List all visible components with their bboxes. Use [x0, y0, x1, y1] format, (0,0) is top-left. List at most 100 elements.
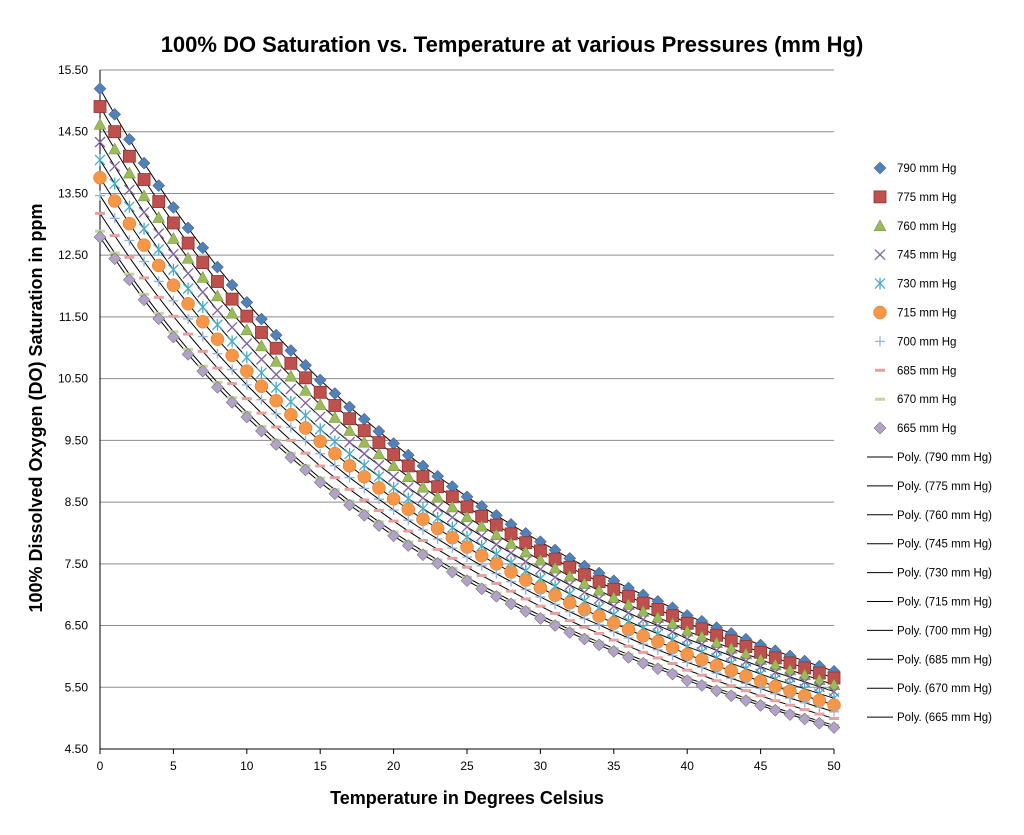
data-point-745 — [667, 626, 678, 638]
series-685-markers — [95, 211, 839, 721]
data-point-665 — [313, 475, 327, 489]
y-tick-label: 7.50 — [65, 557, 89, 571]
data-point-790 — [152, 179, 166, 192]
data-point-745 — [153, 228, 165, 239]
data-point-665 — [372, 519, 386, 532]
data-point-790 — [108, 108, 122, 121]
data-point-760 — [666, 617, 679, 629]
data-point-745 — [373, 459, 385, 471]
legend-marker-730 — [874, 277, 886, 290]
data-point-715 — [284, 407, 298, 422]
data-point-730 — [211, 318, 223, 331]
data-point-700 — [784, 693, 795, 704]
data-point-745 — [329, 424, 341, 436]
data-point-715 — [372, 481, 386, 495]
data-point-745 — [549, 571, 561, 583]
data-point-760 — [754, 652, 768, 665]
data-point-665 — [622, 650, 635, 664]
series-700-markers — [95, 190, 839, 717]
data-point-665 — [225, 396, 239, 409]
data-point-745 — [402, 482, 414, 494]
legend-trendline-label: Poly. (665 mm Hg) — [897, 712, 992, 724]
data-point-790 — [240, 296, 254, 309]
data-point-745 — [314, 411, 326, 423]
data-point-700 — [256, 394, 267, 405]
data-point-665 — [812, 716, 826, 730]
data-point-665 — [255, 424, 268, 438]
data-point-665 — [387, 529, 400, 543]
data-point-775 — [328, 399, 342, 412]
data-point-775 — [255, 326, 268, 339]
x-axis-title: Temperature in Degrees Celsius — [330, 788, 604, 808]
legend-marker-745 — [874, 249, 886, 261]
data-point-730 — [358, 459, 370, 472]
data-point-700 — [462, 552, 472, 563]
data-point-790 — [284, 344, 298, 357]
data-point-665 — [181, 347, 195, 361]
data-point-760 — [533, 553, 547, 566]
data-point-715 — [445, 531, 460, 545]
data-point-760 — [739, 647, 753, 660]
legend-marker-715 — [873, 305, 887, 320]
legend-label-665: 665 mm Hg — [897, 423, 956, 435]
data-point-715 — [430, 521, 445, 536]
series-715-markers — [93, 171, 841, 712]
data-point-715 — [166, 278, 181, 292]
data-point-760 — [710, 636, 723, 649]
data-point-730 — [314, 423, 326, 436]
data-point-745 — [652, 620, 664, 632]
y-tick-label: 8.50 — [65, 495, 89, 509]
data-point-760 — [827, 678, 841, 691]
data-point-665 — [108, 252, 122, 266]
data-point-700 — [755, 683, 766, 694]
data-point-665 — [240, 410, 254, 424]
legend-trendline-label: Poly. (745 mm Hg) — [897, 539, 992, 551]
data-point-790 — [196, 241, 210, 255]
data-point-760 — [255, 339, 268, 352]
data-point-760 — [812, 673, 826, 686]
legend-label-745: 745 mm Hg — [897, 250, 956, 262]
data-point-760 — [798, 668, 812, 681]
data-point-700 — [344, 472, 355, 483]
data-point-790 — [211, 260, 224, 274]
legend-label-775: 775 mm Hg — [897, 192, 956, 204]
data-point-700 — [652, 644, 663, 655]
data-point-700 — [520, 584, 531, 595]
data-point-775 — [240, 309, 254, 323]
data-point-715 — [151, 258, 166, 273]
data-point-665 — [710, 684, 723, 698]
x-tick-label: 20 — [387, 759, 401, 773]
data-point-730 — [123, 200, 135, 213]
data-point-760 — [269, 354, 283, 367]
data-point-665 — [284, 451, 298, 464]
data-point-665 — [137, 293, 151, 307]
data-point-790 — [123, 133, 136, 146]
data-point-760 — [489, 528, 503, 541]
data-point-745 — [696, 638, 708, 650]
legend-label-670: 670 mm Hg — [897, 394, 956, 406]
data-point-760 — [196, 270, 210, 283]
data-point-790 — [181, 221, 195, 235]
data-point-745 — [490, 539, 502, 550]
data-point-700 — [594, 619, 605, 630]
legend-marker-790 — [873, 161, 887, 175]
data-point-760 — [284, 369, 298, 382]
data-point-665 — [578, 632, 591, 646]
data-point-790 — [93, 82, 107, 96]
data-point-745 — [344, 436, 356, 448]
data-point-665 — [167, 330, 180, 344]
data-point-665 — [431, 557, 444, 570]
data-point-665 — [416, 548, 430, 562]
data-point-730 — [182, 282, 194, 295]
data-point-745 — [138, 206, 150, 218]
data-point-760 — [299, 383, 312, 396]
legend-marker-700 — [875, 336, 885, 347]
chart-title: 100% DO Saturation vs. Temperature at va… — [161, 32, 864, 57]
axes: 4.50 5.50 6.50 7.50 8.50 9.50 10.50 11.50 12.50 1… — [58, 63, 841, 773]
data-point-760 — [313, 398, 327, 410]
data-point-790 — [255, 312, 268, 326]
data-point-665 — [196, 364, 210, 378]
data-point-665 — [299, 463, 312, 477]
